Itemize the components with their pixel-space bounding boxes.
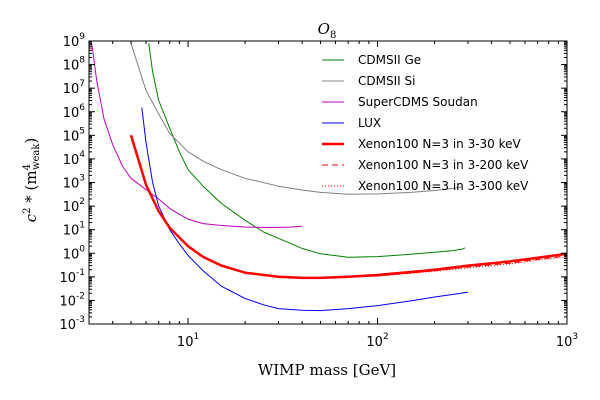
- chart-title: O8: [318, 20, 337, 41]
- x-tick-label: 103: [556, 332, 578, 350]
- series-line-6: [335, 256, 567, 278]
- legend: CDMSII Ge CDMSII Si SuperCDMS Soudan LUX Xen…: [322, 53, 529, 193]
- y-axis-label-close: ): [22, 138, 40, 144]
- x-tick-label: 101: [177, 332, 199, 350]
- legend-label-0: CDMSII Ge: [358, 53, 421, 67]
- y-tick-label: 102: [63, 197, 85, 215]
- y-tick-label: 10-2: [59, 291, 85, 309]
- y-tick-label: 105: [63, 126, 85, 144]
- y-tick-label: 108: [63, 56, 86, 74]
- y-axis-label-sub: weak: [31, 143, 42, 170]
- y-tick-label: 103: [63, 174, 85, 192]
- y-tick-label: 107: [63, 79, 85, 97]
- y-tick-label: 106: [63, 103, 86, 121]
- series-layer: [91, 43, 567, 312]
- y-tick-label: 104: [63, 150, 86, 168]
- y-axis-label-rest: * (m: [22, 170, 40, 207]
- series-line-2: [91, 43, 303, 228]
- series-line-1: [130, 43, 463, 195]
- x-tick-label: 102: [366, 332, 388, 350]
- y-tick-label: 10-3: [59, 315, 85, 333]
- y-tick-label: 100: [63, 244, 86, 262]
- y-axis-label: c2 * (m4weak): [22, 138, 42, 223]
- series-line-3: [141, 107, 468, 312]
- x-axis-label: WIMP mass [GeV]: [258, 361, 396, 379]
- series-line-0: [148, 43, 466, 258]
- y-tick-label: 10-1: [59, 268, 85, 286]
- y-tick-label: 101: [63, 221, 85, 239]
- legend-label-5: Xenon100 N=3 in 3-200 keV: [358, 158, 529, 172]
- series-line-4: [129, 134, 567, 280]
- legend-label-1: CDMSII Si: [358, 74, 415, 88]
- y-axis-label-main: c: [22, 213, 40, 222]
- axis-tick-labels: 101 102 103 10-3 10-2 10-1 100 101 102 103 104 105 1…: [59, 32, 578, 350]
- chart-title-main: O: [318, 20, 330, 38]
- y-tick-label: 109: [63, 32, 86, 50]
- axis-ticks: [88, 40, 568, 325]
- legend-label-3: LUX: [358, 116, 381, 130]
- legend-label-2: SuperCDMS Soudan: [358, 95, 478, 109]
- chart-title-sub: 8: [330, 30, 336, 41]
- legend-label-6: Xenon100 N=3 in 3-300 keV: [358, 179, 529, 193]
- y-axis-label-sup: 4: [22, 164, 33, 170]
- legend-label-4: Xenon100 N=3 in 3-30 keV: [358, 137, 522, 151]
